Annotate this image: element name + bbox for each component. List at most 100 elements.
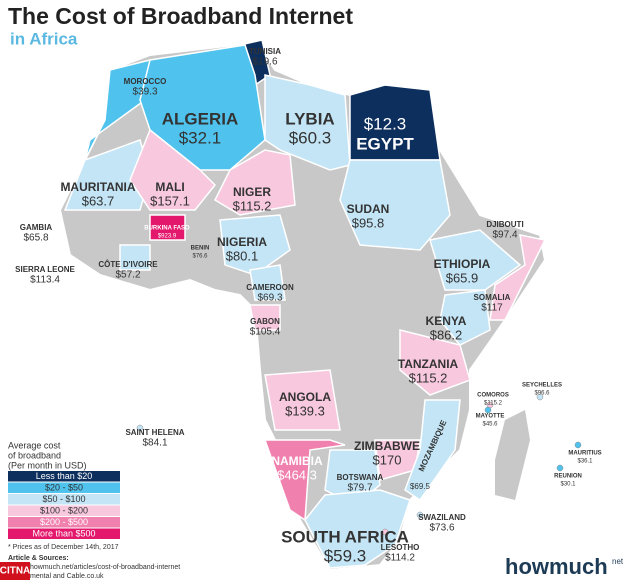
legend-label: $20 - $50: [45, 482, 83, 492]
country-name: MAURITIUS: [568, 451, 601, 457]
country-shape: [439, 289, 491, 346]
footnote: * Prices as of December 14th, 2017: [8, 544, 119, 551]
country-price: $79.7: [347, 483, 372, 494]
country-shape: [404, 399, 461, 502]
country-shape: [149, 214, 186, 241]
country-name: SOUTH AFRICA: [281, 527, 409, 546]
country-price: $32.1: [179, 128, 222, 147]
country-shape: [263, 439, 346, 522]
legend-swatch: [8, 482, 120, 493]
country-name: LESOTHO: [381, 543, 420, 552]
legend-label: More than $500: [32, 528, 95, 538]
country-name: SUDAN: [347, 202, 390, 216]
country-price: $157.1: [150, 193, 190, 208]
country-price: $114.2: [385, 553, 415, 564]
country-name: ETHIOPIA: [434, 257, 491, 271]
country-name: LYBIA: [285, 109, 334, 128]
country-price: $80.1: [226, 248, 259, 263]
country-shape: [249, 304, 281, 331]
country-name: GAMBIA: [20, 223, 53, 232]
country-name: KENYA: [426, 314, 467, 328]
country-shape: [304, 489, 411, 569]
logo: howmuch: [505, 554, 608, 579]
title: The Cost of Broadband Internet: [8, 3, 353, 29]
legend-title: (Per month in USD): [8, 460, 87, 470]
country-price: $86.2: [430, 327, 463, 342]
country-name: ANGOLA: [279, 390, 331, 404]
country-shape: [339, 159, 451, 251]
logo-suffix: net: [612, 557, 624, 566]
country-name: MAURITANIA: [60, 180, 135, 194]
country-price: $12.3: [364, 114, 407, 133]
country-name: BENIN: [191, 246, 210, 252]
legend-label: $200 - $500: [40, 517, 88, 527]
country-shape: [119, 244, 151, 271]
country-shape: [349, 84, 441, 161]
country-dot: [574, 441, 582, 449]
country-shape: [429, 229, 522, 291]
country-price: $45.6: [482, 422, 498, 428]
country-dot: [136, 424, 144, 432]
country-price: $170: [373, 452, 402, 467]
country-price: $115.2: [484, 401, 503, 407]
country-price: $113.4: [30, 275, 60, 286]
country-price: $57.2: [115, 270, 140, 281]
legend-swatch: [8, 517, 120, 528]
country-price: $115.2: [409, 370, 448, 385]
madagascar: [495, 410, 530, 500]
country-name: SIERRA LEONE: [15, 265, 75, 274]
country-price: $464.3: [277, 467, 317, 482]
legend-title: of broadband: [8, 450, 61, 460]
country-price: $84.1: [142, 438, 167, 449]
country-name: ALGERIA: [162, 109, 239, 128]
country-price: $60.3: [289, 128, 332, 147]
country-name: DJIBOUTI: [486, 220, 523, 229]
country-shape: [63, 139, 151, 211]
legend-swatch: [8, 505, 120, 516]
country-name: NAMIBIA: [271, 454, 323, 468]
country-name: REUNION: [554, 474, 582, 480]
country-price: $923.9: [158, 234, 177, 240]
country-shape: [249, 264, 286, 301]
country-price: $30.1: [560, 482, 576, 488]
country-price: $63.7: [82, 193, 115, 208]
country-name: MALI: [155, 180, 184, 194]
country-name: NIGER: [233, 185, 271, 199]
country-price: $115.2: [233, 198, 272, 213]
country-name: BOTSWANA: [337, 473, 384, 482]
country-price: $96.6: [534, 391, 550, 397]
country-name: MOROCCO: [124, 77, 167, 86]
country-name: NIGERIA: [217, 235, 267, 249]
country-price: $139.3: [285, 403, 325, 418]
country-name: GABON: [250, 317, 280, 326]
country-name: SWAZILAND: [418, 513, 466, 522]
watermark: CITNA: [0, 566, 30, 577]
country-price: $76.6: [192, 254, 208, 260]
country-price: $19.6: [252, 57, 277, 68]
country-dot: [484, 406, 492, 414]
country-name: ZIMBABWE: [354, 439, 420, 453]
country-name: EGYPT: [356, 134, 414, 153]
legend-title: Average cost: [8, 440, 61, 450]
country-shape: [399, 329, 471, 396]
country-dot: [416, 511, 424, 519]
legend-label: Less than $20: [36, 471, 93, 481]
country-shape: [214, 149, 296, 216]
country-name: COMOROS: [477, 393, 509, 399]
country-name: SEYCHELLES: [522, 383, 562, 389]
watermark-box: [0, 562, 30, 580]
source-text: mental and Cable.co.uk: [30, 573, 104, 580]
country-dot: [556, 464, 564, 472]
country-price: $73.6: [429, 523, 454, 534]
legend-swatch: [8, 494, 120, 505]
country-price: $59.3: [324, 546, 367, 565]
source-link: howmuch.net/articles/cost-of-broadband-i…: [30, 564, 180, 571]
country-name: SOMALIA: [474, 293, 511, 302]
sources-title: Article & Sources:: [8, 555, 69, 562]
country-name: CÔTE D'IVOIRE: [98, 260, 158, 269]
country-name: CAMEROON: [246, 283, 294, 292]
country-shape: [129, 128, 217, 211]
country-price: $65.9: [446, 270, 479, 285]
country-name: TUNISIA: [249, 47, 281, 56]
